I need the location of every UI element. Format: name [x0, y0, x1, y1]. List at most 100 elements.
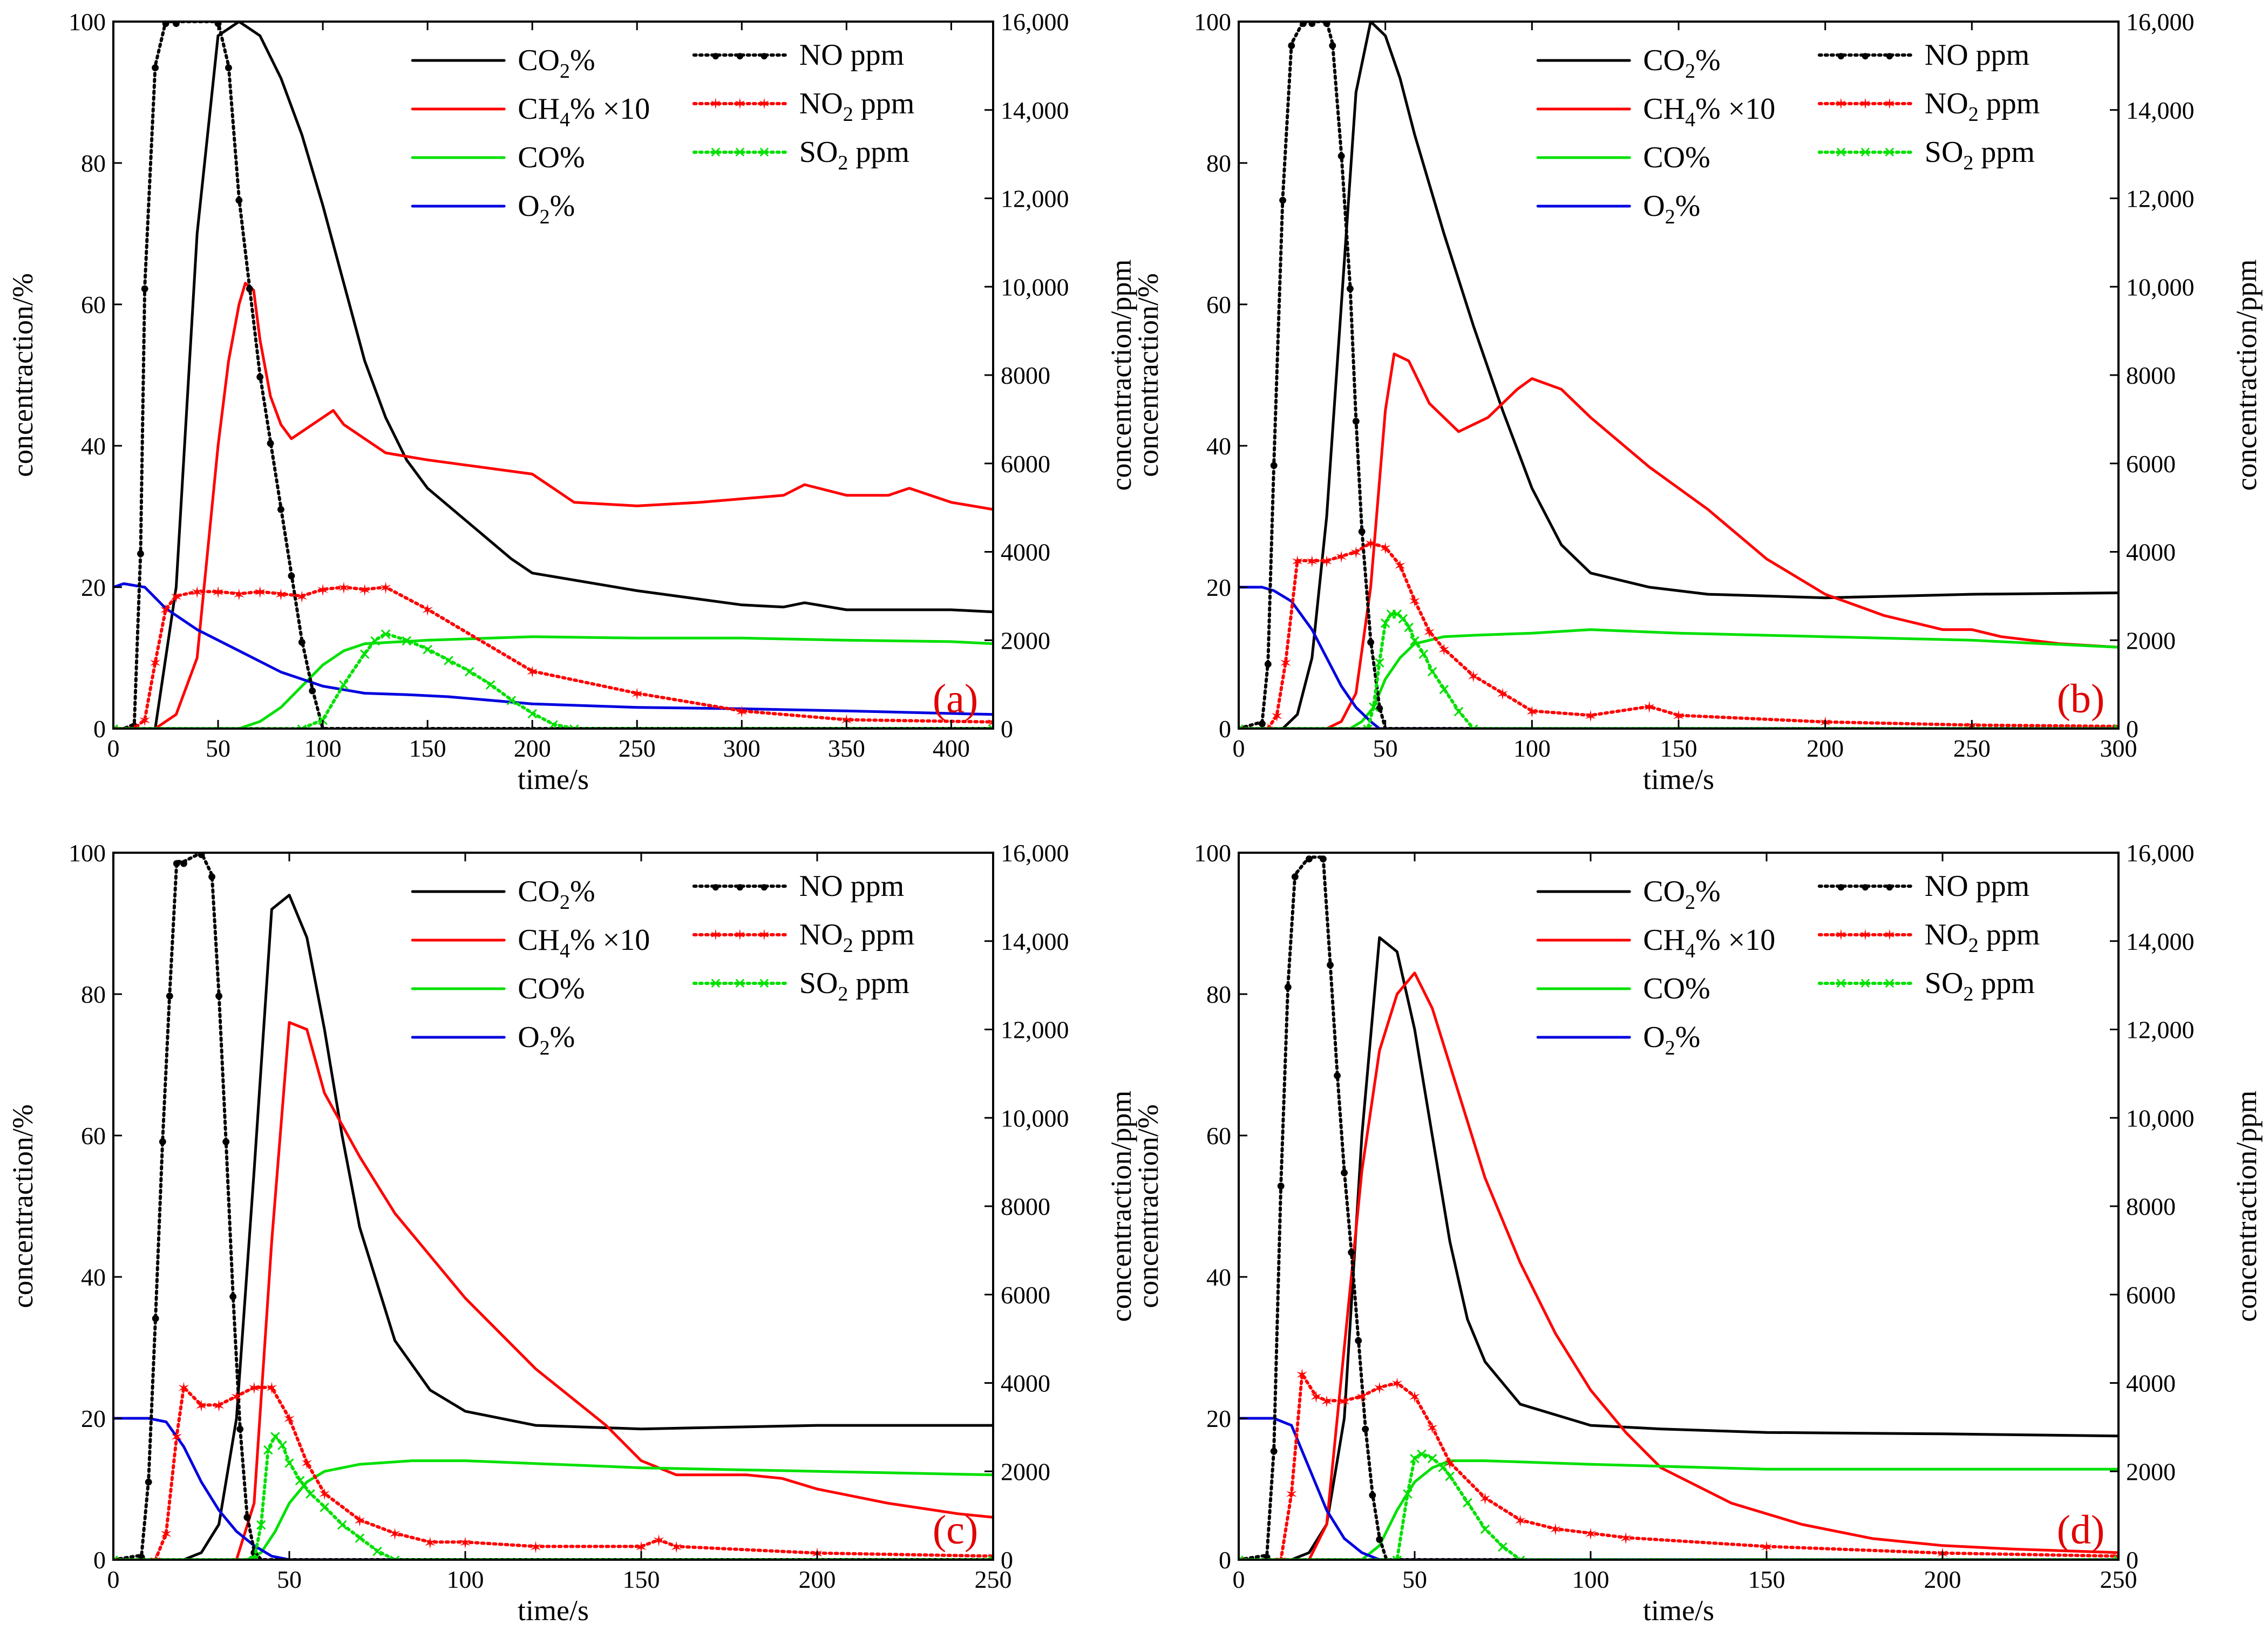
series-marker-no2: ✶: [230, 1389, 243, 1406]
series-marker-no: ●: [144, 1473, 153, 1491]
legend-marker-no2: ✶: [1835, 927, 1847, 944]
x-tick-label: 200: [799, 1566, 836, 1593]
legend-name: CH: [1643, 923, 1685, 957]
y-left-tick-label: 60: [81, 1122, 106, 1150]
series-line-no2: [1239, 1372, 2118, 1560]
series-marker-no2: ✶: [1320, 1393, 1333, 1411]
series-marker-no2: ✶: [423, 1534, 437, 1552]
legend-label-so2: SO2 ppm: [1925, 967, 2035, 1005]
legend-label-no: NO ppm: [1925, 38, 2029, 72]
series-marker-no2: ✶: [1513, 1512, 1527, 1530]
series-marker-no2: ✶: [353, 1512, 366, 1530]
series-marker-no2: ✶: [529, 1539, 542, 1556]
y-right-tick-label: 8000: [2126, 362, 2176, 389]
y-right-tick-label: 8000: [2126, 1193, 2176, 1220]
x-tick-label: 50: [206, 735, 230, 762]
series-marker-so2: ✕: [335, 1517, 349, 1535]
legend-label-no2: NO2 ppm: [799, 918, 914, 957]
legend-marker-so2: ✕: [1835, 145, 1847, 161]
series-marker-no: ●: [207, 867, 216, 885]
legend-label-co: CO%: [518, 141, 585, 174]
x-axis-title: time/s: [518, 763, 589, 796]
legend-subscript: 2: [1968, 934, 1979, 957]
x-tick-label: 300: [723, 735, 760, 762]
series-marker-no2: ✶: [1335, 549, 1348, 567]
series-line-no: [1239, 22, 2118, 729]
legend-label-co: CO%: [518, 972, 585, 1005]
series-marker-no2: ✶: [1393, 558, 1407, 575]
y-left-tick-label: 0: [1219, 1546, 1231, 1574]
y-left-tick-label: 60: [1206, 1122, 1231, 1150]
y-right-tick-label: 14,000: [1001, 928, 1069, 955]
series-line-so2: [113, 632, 993, 729]
legend-marker-no2: ✶: [709, 96, 722, 113]
legend-label-co2: CO2%: [1643, 875, 1720, 914]
series-marker-no: ●: [1366, 633, 1375, 650]
y-right-tick-label: 10,000: [1001, 1104, 1069, 1132]
series-marker-no2: ✶: [388, 1526, 402, 1544]
series-marker-no: ●: [242, 1508, 252, 1526]
series-marker-no2: ✶: [1379, 540, 1392, 558]
legend-item-co2: CO2%: [411, 44, 595, 83]
x-axis-title: time/s: [1643, 1594, 1714, 1627]
x-tick-label: 400: [933, 735, 970, 762]
series-line-co: [113, 635, 993, 729]
series-marker-no: ●: [108, 721, 118, 739]
legend-name: O: [518, 189, 539, 223]
legend-item-o2: O2%: [411, 189, 575, 228]
series-marker-no: ●: [287, 566, 296, 584]
legend-suffix: %: [570, 875, 595, 908]
legend-marker-so2: ✕: [734, 145, 746, 161]
series-marker-so2: ✕: [358, 646, 371, 664]
legend-name: NO ppm: [799, 869, 904, 903]
x-tick-label: 150: [1748, 1566, 1785, 1593]
x-tick-label: 100: [304, 735, 342, 762]
series-marker-so2: ✕: [388, 1552, 402, 1570]
series-marker-no2: ✶: [1584, 708, 1597, 725]
x-tick-label: 250: [2100, 1566, 2137, 1593]
panel-label: (d): [2057, 1507, 2105, 1553]
series-marker-no: ●: [151, 1309, 160, 1327]
y-left-tick-label: 0: [93, 715, 106, 743]
legend-suffix: ppm: [848, 135, 909, 169]
legend-marker-no: ●: [711, 879, 720, 895]
y-right-tick-label: 16,000: [2126, 8, 2195, 36]
series-marker-so2: ✕: [370, 1544, 384, 1561]
legend-item-so2: ✕ ✕ ✕ SO2 ppm: [1817, 967, 2035, 1005]
y-right-tick-label: 4000: [1001, 1370, 1050, 1397]
legend-label-ch4: CH4% ×10: [1643, 923, 1775, 962]
series-marker-no2: ✶: [232, 586, 246, 604]
y-right-tick-label: 14,000: [2126, 928, 2195, 955]
legend-subscript: 2: [1963, 983, 1973, 1005]
legend-suffix: ppm: [1979, 918, 2040, 951]
x-tick-label: 0: [107, 735, 120, 762]
series-marker-no: ●: [1375, 699, 1384, 717]
series-marker-no2: ✶: [1423, 624, 1436, 642]
series-marker-no2: ✶: [1261, 721, 1275, 739]
legend-marker-no2: ✶: [709, 927, 722, 944]
legend-subscript: 2: [1968, 103, 1979, 126]
legend-subscript: 2: [1685, 891, 1695, 914]
legend-marker-so2: ✕: [709, 976, 722, 992]
x-tick-label: 50: [277, 1566, 302, 1593]
legend-subscript: 2: [843, 934, 853, 957]
series-marker-so2: ✕: [400, 633, 413, 650]
legend-item-o2: O2%: [1536, 189, 1700, 228]
series-marker-no2: ✶: [159, 1526, 173, 1544]
legend-subscript: 2: [838, 152, 848, 174]
legend-name: SO: [799, 135, 838, 169]
y-right-tick-label: 4000: [2126, 539, 2176, 566]
legend-subscript: 2: [1963, 152, 1973, 174]
series-marker-no: ●: [214, 987, 224, 1004]
y-right-tick-label: 10,000: [2126, 1104, 2195, 1132]
series-line-o2: [113, 582, 993, 716]
series-marker-so2: ✕: [1367, 699, 1380, 717]
series-marker-no2: ✶: [1337, 1393, 1351, 1411]
legend-suffix: %: [1675, 1021, 1701, 1054]
legend-label-so2: SO2 ppm: [799, 967, 909, 1005]
y-right-tick-label: 10,000: [2126, 273, 2195, 301]
chart-panel-a: ●●●●●●●●●●●●●●●●●●●●●✶✶✶✶✶✶✶✶✶✶✶✶✶✶✶✶✶✶✶…: [6, 8, 1137, 796]
series-marker-so2: ✕: [1452, 703, 1465, 721]
series-marker-no2: ✶: [1305, 553, 1319, 571]
